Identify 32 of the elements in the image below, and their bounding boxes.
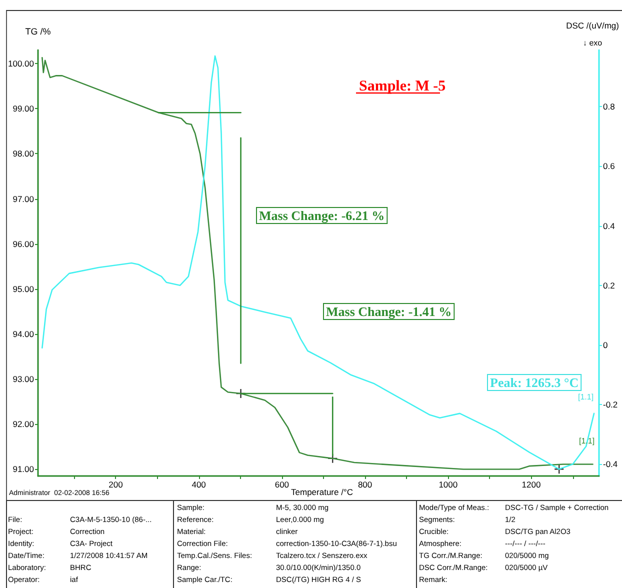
y2-tick-label: 0.8 <box>603 102 616 112</box>
y-tick-label: 91.00 <box>12 464 34 474</box>
y-tick-label: 92.00 <box>12 419 34 430</box>
x-tick-label: 200 <box>108 480 124 490</box>
y2-axis-title: DSC /(uV/mg) <box>566 20 620 30</box>
y-tick-label: 96.00 <box>12 238 34 249</box>
y2-tick-label: 0.2 <box>603 280 616 290</box>
y2-tick-label: 0.4 <box>603 220 616 231</box>
y-tick-label: 100.00 <box>8 58 34 69</box>
y-tick-label: 95.00 <box>12 284 34 294</box>
annotation: Mass Change: -6.21 % <box>259 208 385 223</box>
y-tick-label: 98.00 <box>12 148 34 159</box>
x-axis-title: Temperature /°C <box>291 487 353 498</box>
y2-tick-label: -0.2 <box>603 400 618 410</box>
x-tick-label: 1200 <box>522 480 541 490</box>
y-tick-label: 94.00 <box>12 329 34 339</box>
y-tick-label: 99.00 <box>12 104 34 114</box>
annotation: Mass Change: -1.41 % <box>326 304 452 319</box>
y2-tick-label: 0.6 <box>603 161 616 172</box>
text: ↓ exo <box>583 38 603 48</box>
y2-tick-label: -0.4 <box>603 459 618 470</box>
annotation: [1.1] <box>578 392 594 402</box>
y2-tick-label: 0 <box>603 340 608 350</box>
x-tick-label: 400 <box>192 480 206 490</box>
text: Sample: M -5 <box>359 78 446 94</box>
x-tick-label: 600 <box>274 480 290 490</box>
x-tick-label: 800 <box>358 480 372 490</box>
y-tick-label: 93.00 <box>12 374 34 384</box>
annotation: Peak: 1265.3 °C <box>490 375 579 390</box>
x-tick-label: 1000 <box>438 480 458 490</box>
y-axis-title: TG /% <box>25 26 51 36</box>
y-tick-label: 97.00 <box>12 194 34 204</box>
